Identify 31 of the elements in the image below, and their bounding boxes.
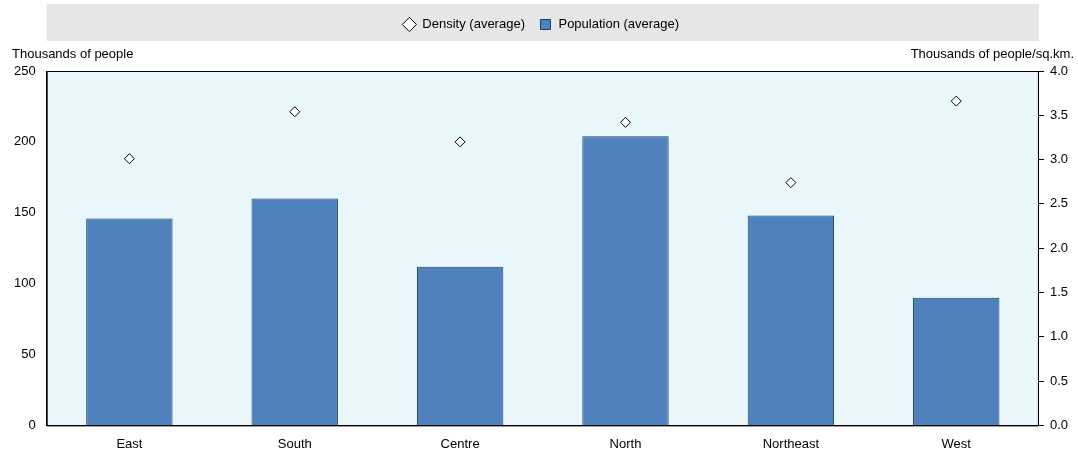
y-tick-label: 50 bbox=[21, 346, 36, 362]
y-tick-label: 150 bbox=[13, 204, 36, 220]
y-tick-label: 100 bbox=[13, 275, 36, 291]
x-tick-label: East bbox=[116, 435, 143, 451]
y2-tick-label: 1.5 bbox=[1049, 284, 1069, 300]
y2-axis-title: Thousands of people/sq.km. bbox=[910, 46, 1074, 62]
y-tick-label: 250 bbox=[13, 62, 36, 78]
y2-tick-label: 0.5 bbox=[1049, 372, 1069, 388]
legend-label: Population (average) bbox=[558, 16, 680, 32]
y-axis-title: Thousands of people bbox=[12, 46, 134, 62]
y2-tick-label: 0.0 bbox=[1049, 416, 1069, 432]
point bbox=[123, 153, 135, 165]
y-tick-label: 200 bbox=[13, 133, 36, 149]
y2-tick-label: 3.5 bbox=[1049, 106, 1069, 122]
x-tick-label: West bbox=[941, 435, 972, 451]
y2-tick-label: 4.0 bbox=[1049, 62, 1069, 78]
point bbox=[620, 116, 631, 128]
x-tick-label: Northeast bbox=[762, 435, 820, 451]
y2-tick-label: 3.0 bbox=[1049, 151, 1069, 167]
y2-tick-label: 2.0 bbox=[1049, 239, 1069, 255]
y2-tick-label: 1.0 bbox=[1049, 328, 1069, 344]
point bbox=[289, 106, 301, 118]
x-tick-label: South bbox=[277, 435, 312, 451]
point bbox=[785, 177, 797, 189]
x-tick-label: North bbox=[609, 435, 642, 451]
legend-label: Density (average) bbox=[422, 16, 525, 32]
y-tick-label: 0 bbox=[28, 416, 36, 432]
point bbox=[454, 136, 466, 148]
x-tick-label: Centre bbox=[440, 435, 480, 451]
y2-tick-label: 2.5 bbox=[1049, 195, 1069, 211]
point bbox=[950, 95, 962, 107]
